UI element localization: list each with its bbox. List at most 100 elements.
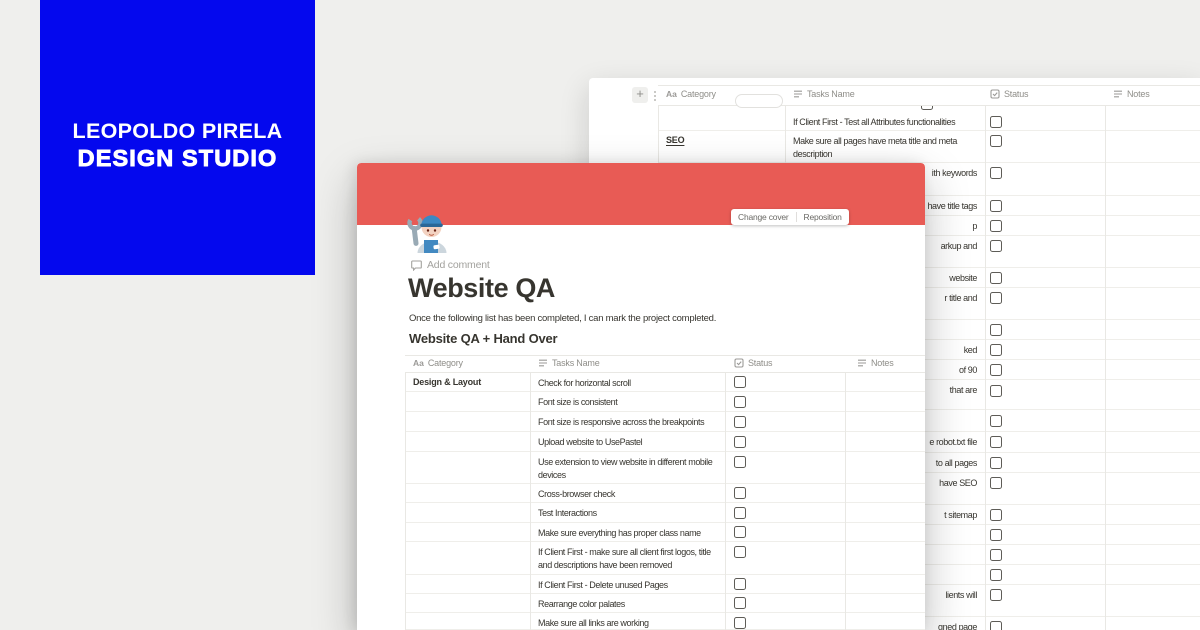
table-row[interactable]: gned page <box>658 617 1200 630</box>
status-checkbox[interactable] <box>990 415 1002 427</box>
reposition-button[interactable]: Reposition <box>797 209 849 225</box>
task-cell[interactable]: If Client First - make sure all client f… <box>538 547 711 570</box>
task-cell-partial[interactable]: ked <box>963 345 977 355</box>
status-checkbox[interactable] <box>734 597 746 609</box>
status-checkbox[interactable] <box>990 529 1002 541</box>
task-cell[interactable]: Upload website to UsePastel <box>538 437 643 447</box>
column-header-tasks-name[interactable]: Tasks Name <box>793 89 855 99</box>
column-header-status[interactable]: Status <box>990 89 1029 99</box>
status-checkbox[interactable] <box>990 292 1002 304</box>
change-cover-button[interactable]: Change cover <box>731 209 796 225</box>
status-checkbox[interactable] <box>734 546 746 558</box>
table-row[interactable]: If Client First - make sure all client f… <box>405 542 925 575</box>
section-heading[interactable]: Website QA + Hand Over <box>409 331 558 346</box>
page-title[interactable]: Website QA <box>408 273 556 303</box>
table-row[interactable]: arkup and <box>658 236 1200 268</box>
status-checkbox[interactable] <box>990 240 1002 252</box>
task-cell[interactable]: Make sure all links are working <box>538 618 649 628</box>
table-row[interactable]: r title and <box>658 288 1200 320</box>
status-checkbox[interactable] <box>734 396 746 408</box>
status-checkbox[interactable] <box>734 456 746 468</box>
table-row[interactable] <box>658 525 1200 545</box>
status-checkbox[interactable] <box>990 272 1002 284</box>
table-row[interactable] <box>658 545 1200 565</box>
status-checkbox[interactable] <box>734 487 746 499</box>
status-checkbox[interactable] <box>990 324 1002 336</box>
table-row[interactable]: p <box>658 216 1200 236</box>
status-checkbox[interactable] <box>990 477 1002 489</box>
task-cell[interactable]: Font size is consistent <box>538 397 618 407</box>
table-row[interactable]: If Client First - Test all Attributes fu… <box>658 112 1200 131</box>
status-checkbox[interactable] <box>990 135 1002 147</box>
task-cell-partial[interactable]: p <box>972 221 977 231</box>
task-cell[interactable]: If Client First - Delete unused Pages <box>538 580 668 590</box>
status-checkbox[interactable] <box>990 364 1002 376</box>
task-cell-partial[interactable]: gned page <box>938 622 977 630</box>
table-row[interactable]: Rearrange color palates <box>405 594 925 613</box>
add-row-button[interactable]: + <box>632 87 648 103</box>
task-cell[interactable]: If Client First - Test all Attributes fu… <box>793 117 956 127</box>
task-cell-partial[interactable]: e robot.txt file <box>929 437 977 447</box>
table-row[interactable]: Font size is consistent <box>405 392 925 412</box>
drag-handle-icon[interactable] <box>653 90 660 101</box>
table-row[interactable]: Make sure everything has proper class na… <box>405 523 925 542</box>
status-checkbox[interactable] <box>990 569 1002 581</box>
task-cell[interactable]: Make sure everything has proper class na… <box>538 528 701 538</box>
status-checkbox[interactable] <box>990 457 1002 469</box>
column-header-category[interactable]: Aa Category <box>413 358 463 368</box>
task-cell-partial[interactable]: to all pages <box>935 458 977 468</box>
task-cell-partial[interactable]: ith keywords <box>931 168 977 178</box>
task-cell-partial[interactable]: have title tags <box>927 201 977 211</box>
task-cell[interactable]: Make sure all pages have meta title and … <box>793 136 957 159</box>
table-row[interactable] <box>658 565 1200 585</box>
add-comment-button[interactable]: Add comment <box>411 259 490 271</box>
column-header-notes[interactable]: Notes <box>857 358 894 368</box>
category-cell[interactable]: Design & Layout <box>413 377 482 387</box>
status-checkbox[interactable] <box>990 509 1002 521</box>
page-icon-man-mechanic-emoji[interactable] <box>404 206 451 253</box>
task-cell[interactable]: Check for horizontal scroll <box>538 378 631 388</box>
table-row[interactable]: Cross-browser check <box>405 484 925 503</box>
status-checkbox[interactable] <box>990 220 1002 232</box>
status-checkbox[interactable] <box>734 578 746 590</box>
task-cell[interactable]: Font size is responsive across the break… <box>538 417 705 427</box>
table-row[interactable]: Test Interactions <box>405 503 925 523</box>
column-header-status[interactable]: Status <box>734 358 773 368</box>
table-row[interactable] <box>658 320 1200 340</box>
task-cell[interactable]: Test Interactions <box>538 508 597 518</box>
status-checkbox[interactable] <box>990 167 1002 179</box>
column-header-category[interactable]: Aa Category <box>666 89 716 99</box>
status-checkbox[interactable] <box>990 549 1002 561</box>
status-checkbox[interactable] <box>990 385 1002 397</box>
table-row[interactable]: to all pages <box>658 453 1200 473</box>
task-cell-partial[interactable]: have SEO <box>939 478 977 488</box>
table-row[interactable]: that are <box>658 380 1200 410</box>
task-cell-partial[interactable]: that are <box>949 385 977 395</box>
status-checkbox[interactable] <box>734 507 746 519</box>
status-checkbox[interactable] <box>734 526 746 538</box>
table-row[interactable]: Font size is responsive across the break… <box>405 412 925 432</box>
table-row[interactable]: Design & Layout Check for horizontal scr… <box>405 373 925 392</box>
task-cell[interactable]: Cross-browser check <box>538 489 615 499</box>
status-checkbox[interactable] <box>990 200 1002 212</box>
status-checkbox[interactable] <box>734 376 746 388</box>
column-header-notes[interactable]: Notes <box>1113 89 1150 99</box>
task-cell-partial[interactable]: r title and <box>944 293 977 303</box>
task-cell[interactable]: Use extension to view website in differe… <box>538 457 713 480</box>
table-row[interactable]: of 90 <box>658 360 1200 380</box>
status-checkbox[interactable] <box>990 344 1002 356</box>
table-row[interactable]: lients will <box>658 585 1200 617</box>
status-checkbox[interactable] <box>734 416 746 428</box>
table-row[interactable]: t sitemap <box>658 505 1200 525</box>
task-cell-partial[interactable]: t sitemap <box>944 510 977 520</box>
table-row[interactable]: Upload website to UsePastel <box>405 432 925 452</box>
table-row[interactable]: ked <box>658 340 1200 360</box>
task-cell-partial[interactable]: of 90 <box>958 365 977 375</box>
task-cell[interactable]: Rearrange color palates <box>538 599 625 609</box>
task-cell-partial[interactable]: arkup and <box>940 241 977 251</box>
table-row[interactable] <box>658 410 1200 432</box>
table-row[interactable]: have title tags <box>658 196 1200 216</box>
table-row[interactable]: have SEO <box>658 473 1200 505</box>
status-checkbox[interactable] <box>990 436 1002 448</box>
page-description[interactable]: Once the following list has been complet… <box>409 313 717 324</box>
